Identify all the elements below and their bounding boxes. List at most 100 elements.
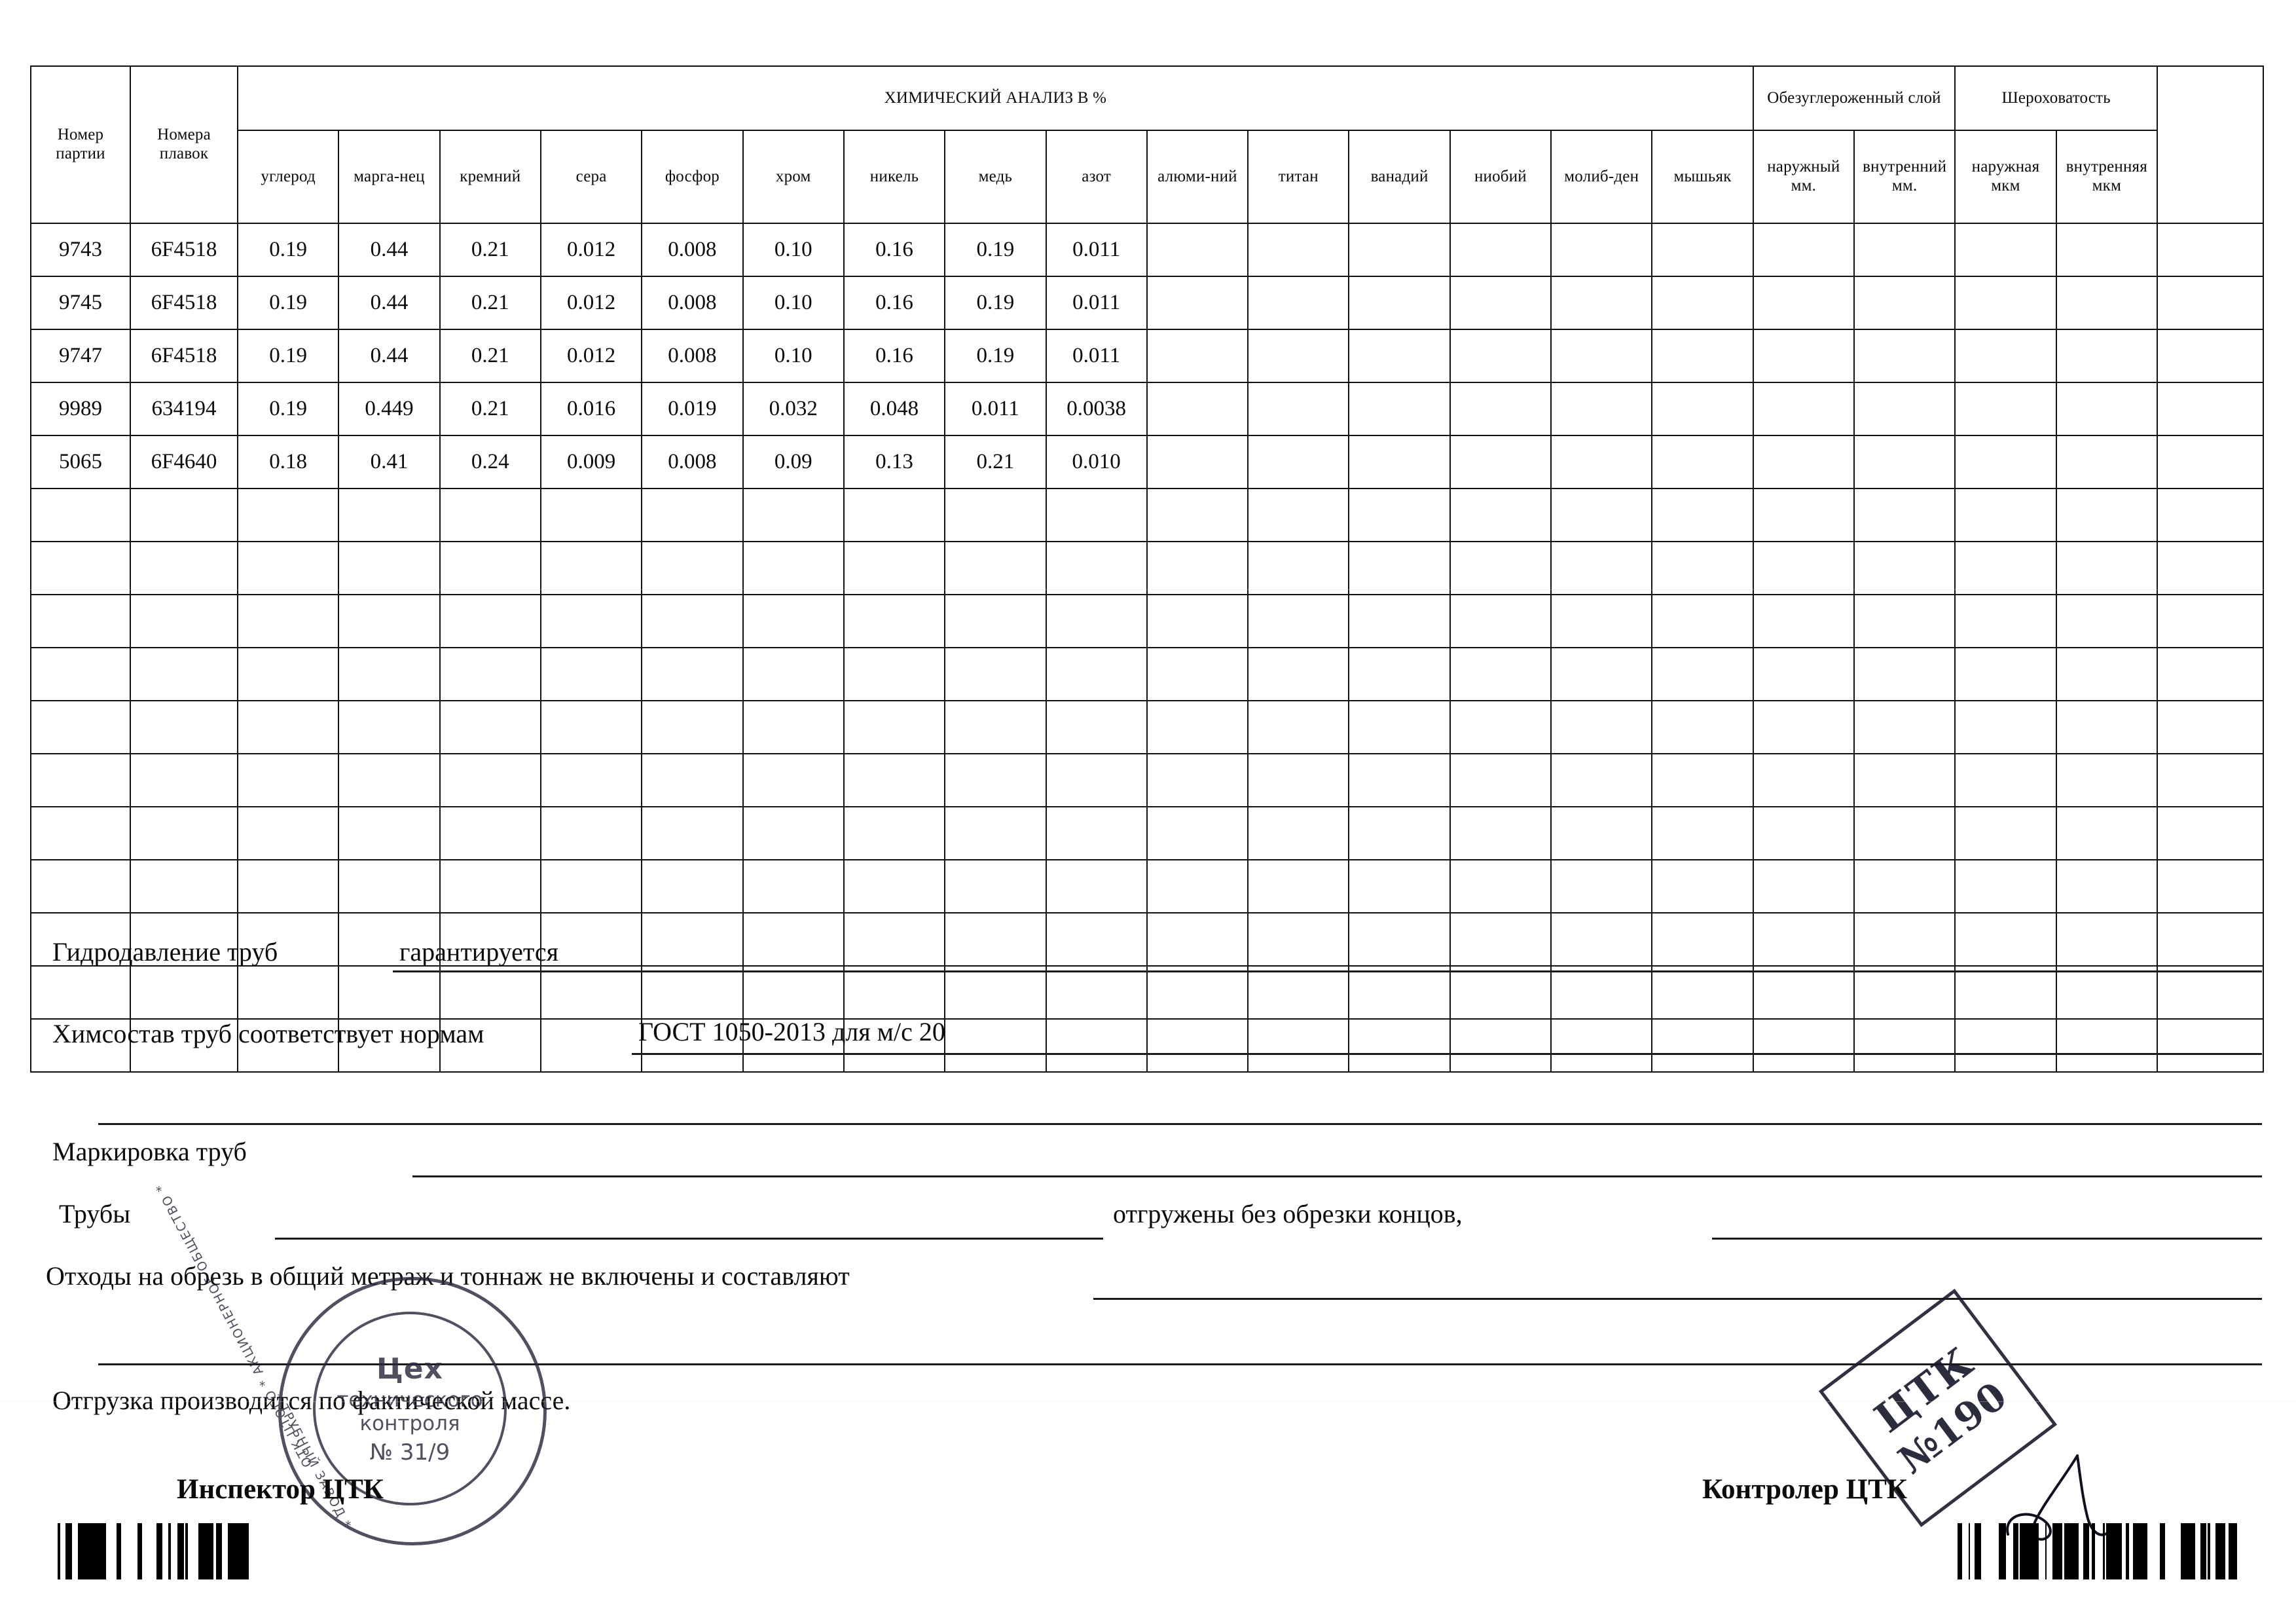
cell-niobium[interactable] — [1449, 594, 1552, 648]
cell-rough_outer[interactable] — [1954, 329, 2057, 383]
cell-dec_outer[interactable] — [1752, 859, 1855, 913]
cell-molybdenum[interactable] — [1550, 1018, 1653, 1073]
cell-batch[interactable] — [30, 753, 131, 807]
cell-batch[interactable] — [30, 594, 131, 648]
cell-dec_inner[interactable] — [1853, 594, 1956, 648]
cell-extra[interactable] — [2157, 806, 2264, 860]
cell-extra[interactable] — [2157, 382, 2264, 436]
cell-molybdenum[interactable] — [1550, 912, 1653, 967]
cell-aluminium[interactable] — [1146, 382, 1249, 436]
cell-sulfur[interactable] — [539, 912, 643, 967]
cell-heat[interactable] — [130, 647, 238, 701]
cell-nitrogen[interactable] — [1045, 859, 1148, 913]
cell-nickel[interactable] — [843, 753, 946, 807]
cell-extra[interactable] — [2157, 753, 2264, 807]
cell-phosphorus[interactable] — [641, 488, 744, 542]
cell-extra[interactable] — [2157, 594, 2264, 648]
cell-niobium[interactable] — [1449, 753, 1552, 807]
cell-sulfur[interactable] — [539, 1018, 643, 1073]
cell-heat[interactable]: 6F4518 — [130, 276, 238, 330]
cell-phosphorus[interactable] — [641, 753, 744, 807]
cell-niobium[interactable] — [1449, 329, 1552, 383]
cell-heat[interactable]: 6F4640 — [130, 435, 238, 489]
cell-arsenic[interactable] — [1651, 859, 1754, 913]
cell-rough_outer[interactable] — [1954, 276, 2057, 330]
cell-heat[interactable] — [130, 753, 238, 807]
cell-rough_outer[interactable] — [1954, 382, 2057, 436]
cell-nitrogen[interactable]: 0.011 — [1045, 223, 1148, 277]
cell-niobium[interactable] — [1449, 435, 1552, 489]
cell-silicon[interactable] — [439, 859, 541, 913]
cell-vanadium[interactable] — [1348, 276, 1451, 330]
cell-carbon[interactable] — [236, 594, 340, 648]
cell-nickel[interactable] — [843, 1018, 946, 1073]
cell-dec_outer[interactable] — [1752, 382, 1855, 436]
cell-dec_outer[interactable] — [1752, 541, 1855, 595]
cell-dec_outer[interactable] — [1752, 488, 1855, 542]
cell-vanadium[interactable] — [1348, 223, 1451, 277]
cell-extra[interactable] — [2157, 276, 2264, 330]
cell-dec_outer[interactable] — [1752, 435, 1855, 489]
cell-nitrogen[interactable]: 0.011 — [1045, 276, 1148, 330]
cell-arsenic[interactable] — [1651, 329, 1754, 383]
cell-copper[interactable] — [944, 1018, 1047, 1073]
cell-aluminium[interactable] — [1146, 965, 1249, 1020]
cell-molybdenum[interactable] — [1550, 700, 1653, 754]
cell-manganese[interactable]: 0.41 — [338, 435, 441, 489]
cell-nickel[interactable] — [843, 594, 946, 648]
cell-dec_outer[interactable] — [1752, 753, 1855, 807]
cell-nickel[interactable] — [843, 541, 946, 595]
cell-phosphorus[interactable]: 0.008 — [641, 435, 744, 489]
cell-titanium[interactable] — [1247, 382, 1350, 436]
cell-nickel[interactable]: 0.16 — [843, 276, 946, 330]
cell-phosphorus[interactable]: 0.008 — [641, 223, 744, 277]
cell-nitrogen[interactable] — [1045, 965, 1148, 1020]
cell-silicon[interactable] — [439, 647, 541, 701]
cell-nitrogen[interactable] — [1045, 1018, 1148, 1073]
cell-rough_inner[interactable] — [2055, 329, 2159, 383]
cell-titanium[interactable] — [1247, 541, 1350, 595]
cell-chromium[interactable] — [742, 859, 845, 913]
cell-sulfur[interactable] — [539, 965, 643, 1020]
cell-silicon[interactable]: 0.21 — [439, 382, 541, 436]
cell-rough_outer[interactable] — [1954, 859, 2057, 913]
cell-molybdenum[interactable] — [1550, 859, 1653, 913]
cell-dec_inner[interactable] — [1853, 753, 1956, 807]
cell-batch[interactable] — [30, 647, 131, 701]
cell-chromium[interactable]: 0.032 — [742, 382, 845, 436]
cell-manganese[interactable] — [338, 859, 441, 913]
cell-phosphorus[interactable]: 0.008 — [641, 329, 744, 383]
cell-phosphorus[interactable] — [641, 700, 744, 754]
cell-chromium[interactable] — [742, 806, 845, 860]
cell-manganese[interactable]: 0.449 — [338, 382, 441, 436]
cell-rough_inner[interactable] — [2055, 1018, 2159, 1073]
cell-arsenic[interactable] — [1651, 276, 1754, 330]
cell-vanadium[interactable] — [1348, 594, 1451, 648]
cell-nitrogen[interactable] — [1045, 541, 1148, 595]
cell-nitrogen[interactable] — [1045, 647, 1148, 701]
cell-aluminium[interactable] — [1146, 912, 1249, 967]
cell-vanadium[interactable] — [1348, 1018, 1451, 1073]
cell-silicon[interactable] — [439, 806, 541, 860]
cell-sulfur[interactable]: 0.012 — [539, 223, 643, 277]
cell-rough_inner[interactable] — [2055, 276, 2159, 330]
cell-carbon[interactable] — [236, 965, 340, 1020]
cell-rough_outer[interactable] — [1954, 806, 2057, 860]
cell-rough_outer[interactable] — [1954, 594, 2057, 648]
cell-copper[interactable] — [944, 859, 1047, 913]
cell-manganese[interactable] — [338, 647, 441, 701]
cell-rough_outer[interactable] — [1954, 435, 2057, 489]
cell-silicon[interactable] — [439, 700, 541, 754]
cell-nickel[interactable] — [843, 700, 946, 754]
cell-phosphorus[interactable] — [641, 541, 744, 595]
cell-dec_inner[interactable] — [1853, 488, 1956, 542]
cell-manganese[interactable] — [338, 753, 441, 807]
cell-rough_inner[interactable] — [2055, 541, 2159, 595]
cell-dec_outer[interactable] — [1752, 647, 1855, 701]
cell-rough_inner[interactable] — [2055, 965, 2159, 1020]
cell-nitrogen[interactable] — [1045, 488, 1148, 542]
cell-rough_inner[interactable] — [2055, 435, 2159, 489]
cell-extra[interactable] — [2157, 912, 2264, 967]
cell-sulfur[interactable]: 0.009 — [539, 435, 643, 489]
cell-titanium[interactable] — [1247, 806, 1350, 860]
